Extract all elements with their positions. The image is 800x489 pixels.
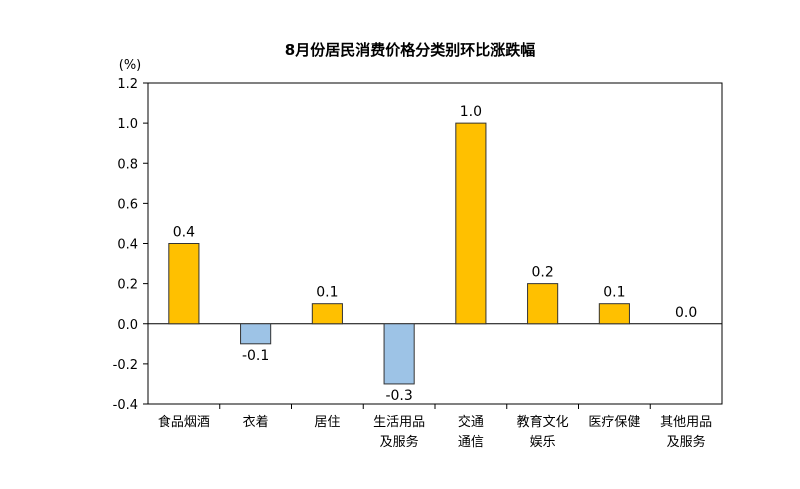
bar [527, 283, 559, 325]
plot-area [147, 82, 723, 405]
y-axis: 1.2 1.0 0.8 0.6 0.4 0.2 0.0 -0.2 -0.4 [113, 77, 722, 413]
y-tick-label: 0.6 [117, 197, 138, 212]
bar [168, 243, 200, 325]
x-category-label: 其他用品 [660, 415, 712, 430]
bar [455, 122, 487, 325]
x-category-label: 娱乐 [530, 435, 556, 450]
bar-value-label: 1.0 [460, 104, 482, 120]
data-labels: 0.4 -0.1 0.1 -0.3 1.0 0.2 0.1 0.0 [173, 104, 698, 404]
bar [598, 303, 630, 325]
bar-value-label: -0.3 [385, 388, 412, 404]
y-tick-label: 0.0 [117, 318, 138, 333]
x-category-label: 医疗保健 [588, 415, 640, 430]
bar-value-label: 0.0 [675, 305, 697, 321]
x-category-label: 通信 [458, 435, 484, 450]
bar-value-label: 0.2 [531, 265, 553, 281]
x-category-label: 生活用品 [373, 415, 425, 430]
y-tick-label: 1.0 [117, 117, 138, 132]
bar [311, 303, 343, 325]
y-tick-label: 0.4 [117, 238, 138, 253]
y-tick-label: 0.8 [117, 157, 138, 172]
y-tick-label: 1.2 [117, 77, 138, 92]
x-category-label: 及服务 [380, 434, 419, 450]
bar-value-label: -0.1 [242, 348, 269, 364]
bar-value-label: 0.1 [603, 285, 625, 301]
x-category-label: 交通 [458, 414, 484, 430]
chart-title: 8月份居民消费价格分类别环比涨跌幅 [285, 41, 535, 59]
bar [383, 323, 415, 385]
bars [168, 122, 630, 385]
x-category-label: 教育文化 [517, 414, 569, 430]
bar [240, 323, 272, 345]
bar-value-label: 0.4 [173, 225, 195, 241]
x-category-label: 食品烟酒 [158, 414, 210, 430]
x-category-label: 及服务 [667, 434, 706, 450]
y-axis-unit: (%) [119, 58, 142, 73]
y-tick-label: 0.2 [117, 278, 138, 293]
y-tick-label: -0.4 [113, 398, 138, 413]
x-category-label: 衣着 [243, 414, 269, 430]
x-category-label: 居住 [314, 415, 340, 430]
bar-value-label: 0.1 [316, 285, 338, 301]
y-tick-label: -0.2 [113, 358, 138, 373]
